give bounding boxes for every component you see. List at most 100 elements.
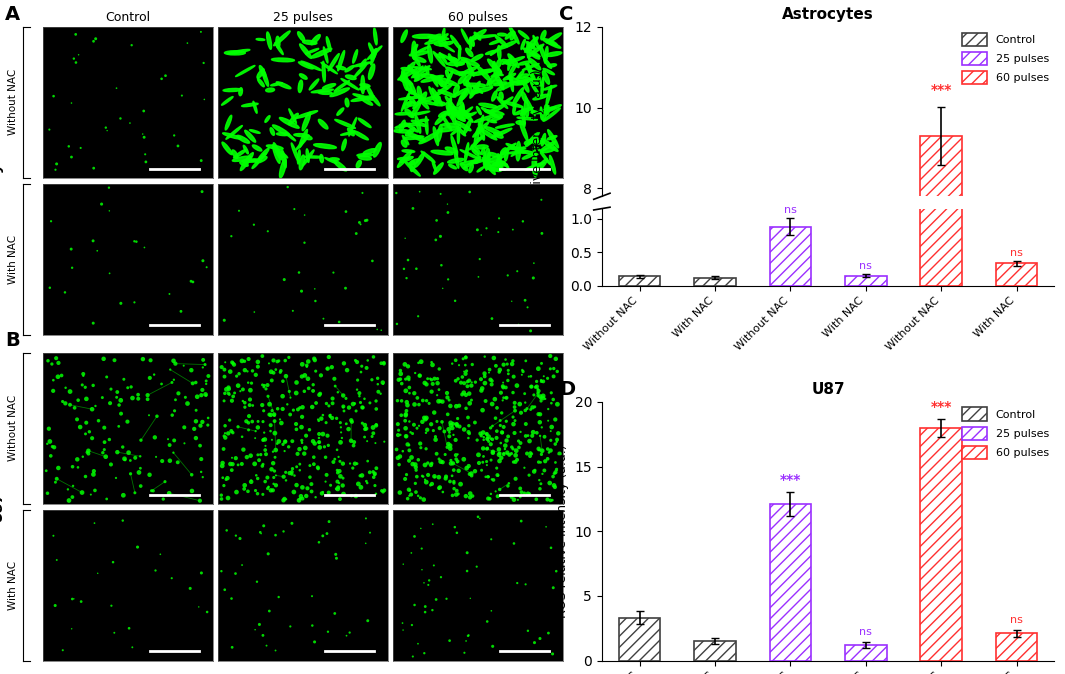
- Point: [542, 445, 559, 456]
- Point: [78, 417, 95, 428]
- Point: [344, 462, 361, 473]
- Point: [296, 386, 313, 397]
- Point: [220, 382, 237, 393]
- Point: [449, 489, 466, 499]
- Point: [130, 390, 147, 400]
- Text: With NAC: With NAC: [7, 235, 18, 284]
- Point: [505, 387, 522, 398]
- Point: [297, 430, 314, 441]
- Ellipse shape: [302, 135, 312, 140]
- Point: [300, 383, 317, 394]
- Point: [132, 481, 149, 491]
- Point: [478, 616, 495, 627]
- Point: [458, 636, 475, 646]
- Point: [265, 472, 282, 483]
- Point: [504, 441, 521, 452]
- Point: [219, 472, 236, 483]
- Point: [244, 365, 261, 376]
- Point: [166, 435, 183, 446]
- Ellipse shape: [425, 66, 429, 74]
- Ellipse shape: [457, 88, 468, 106]
- Ellipse shape: [257, 38, 265, 40]
- Point: [462, 593, 479, 604]
- Text: ***: ***: [931, 400, 952, 414]
- Point: [545, 468, 562, 479]
- Ellipse shape: [486, 162, 507, 166]
- Point: [530, 445, 547, 456]
- Ellipse shape: [333, 160, 346, 171]
- Ellipse shape: [523, 48, 540, 57]
- Point: [224, 357, 241, 368]
- Point: [510, 319, 527, 330]
- Point: [187, 377, 204, 388]
- Point: [132, 435, 149, 446]
- Point: [249, 416, 266, 427]
- Point: [293, 491, 310, 501]
- Ellipse shape: [357, 154, 373, 156]
- Ellipse shape: [370, 92, 380, 106]
- Point: [224, 642, 241, 652]
- Text: U87: U87: [0, 491, 5, 522]
- Point: [501, 478, 518, 489]
- Point: [332, 417, 349, 428]
- Point: [428, 448, 445, 459]
- Point: [291, 443, 308, 454]
- Point: [410, 357, 427, 368]
- Point: [61, 495, 78, 506]
- Point: [296, 448, 313, 459]
- Point: [332, 427, 349, 438]
- Ellipse shape: [353, 50, 358, 63]
- Point: [417, 379, 435, 390]
- Point: [294, 402, 311, 412]
- Point: [487, 486, 504, 497]
- Point: [298, 491, 315, 501]
- Point: [347, 491, 364, 501]
- Ellipse shape: [410, 160, 414, 171]
- Ellipse shape: [459, 106, 473, 122]
- Point: [491, 450, 508, 460]
- Ellipse shape: [472, 90, 480, 94]
- Point: [521, 488, 538, 499]
- Point: [338, 206, 355, 217]
- Point: [291, 267, 308, 278]
- Ellipse shape: [276, 82, 291, 89]
- Point: [513, 487, 530, 497]
- Point: [244, 416, 261, 427]
- Point: [442, 400, 459, 411]
- Ellipse shape: [279, 117, 299, 128]
- Ellipse shape: [502, 59, 512, 64]
- Point: [334, 402, 351, 412]
- Point: [54, 396, 71, 407]
- Point: [400, 445, 417, 456]
- Ellipse shape: [345, 98, 349, 107]
- Point: [213, 493, 230, 504]
- Point: [327, 549, 344, 559]
- Point: [185, 423, 202, 434]
- Point: [311, 429, 328, 439]
- Ellipse shape: [345, 65, 355, 72]
- Point: [539, 454, 556, 464]
- Ellipse shape: [411, 120, 426, 127]
- Point: [39, 355, 56, 366]
- Point: [242, 385, 259, 396]
- Ellipse shape: [526, 42, 536, 49]
- Ellipse shape: [522, 154, 534, 159]
- Point: [195, 355, 212, 365]
- Point: [248, 576, 265, 587]
- Point: [324, 412, 341, 423]
- Point: [63, 623, 80, 634]
- Point: [183, 469, 200, 480]
- Point: [463, 468, 480, 479]
- Point: [544, 648, 561, 659]
- Point: [350, 391, 367, 402]
- Point: [334, 390, 351, 401]
- Ellipse shape: [276, 36, 280, 49]
- Ellipse shape: [405, 123, 419, 132]
- Point: [505, 355, 522, 366]
- Ellipse shape: [419, 119, 428, 121]
- Ellipse shape: [412, 34, 436, 38]
- Ellipse shape: [321, 63, 338, 73]
- Ellipse shape: [397, 158, 409, 160]
- Ellipse shape: [502, 101, 523, 107]
- Ellipse shape: [256, 156, 267, 163]
